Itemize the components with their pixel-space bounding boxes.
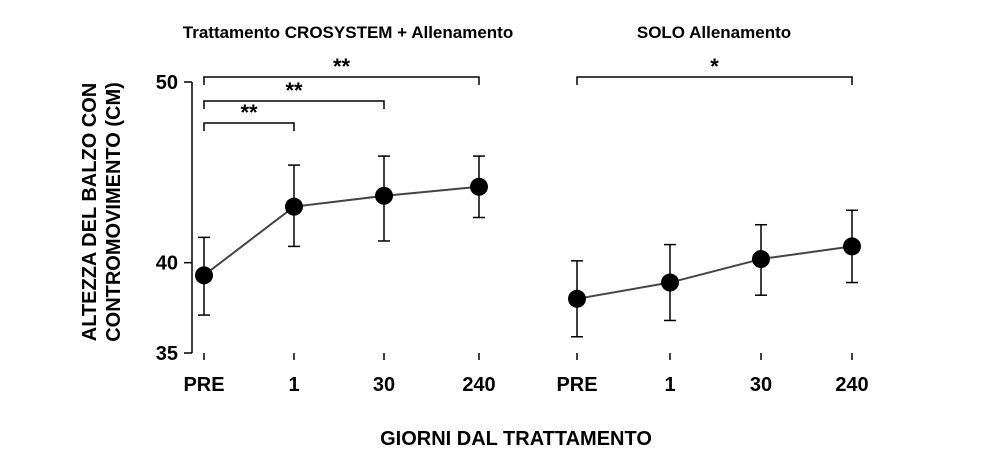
data-point [285,197,303,216]
significance-bracket [203,100,385,109]
y-axis-label-line-2: CONTROMOVIMENTO (CM) [103,82,125,342]
x-tick-label: 30 [373,374,395,396]
significance-bracket [576,76,853,85]
data-point [752,250,770,269]
series-line [576,245,853,300]
series-line [203,185,480,277]
data-point [375,186,393,205]
significance-bracket [203,76,480,85]
data-point [843,237,861,256]
significance-bracket [203,122,295,131]
panel-solo: PRE 1 30 240 * [556,54,868,396]
x-axis-label: GIORNI DAL TRATTAMENTO [380,428,652,450]
y-tick-label: 35 [156,343,178,365]
y-tick-label: 50 [156,72,178,94]
x-tick-label: PRE [556,374,597,396]
panel-crosystem: 35 40 50 PRE 1 30 240 ** ** ** [156,54,496,396]
left-panel-title: Trattamento CROSYSTEM + Allenamento [183,23,513,42]
significance-label: ** [285,78,303,103]
significance-label: ** [333,54,351,79]
x-tick-label: PRE [183,374,224,396]
significance-label: * [710,54,719,79]
data-point [195,266,213,285]
x-tick-label: 1 [664,374,675,396]
y-axis-label-line-1: ALTEZZA DEL BALZO CON [79,83,101,342]
right-panel-title: SOLO Allenamento [637,23,791,42]
x-tick-label: 240 [835,374,868,396]
y-tick-label: 40 [156,253,178,275]
significance-label: ** [240,100,258,125]
y-axis-label: ALTEZZA DEL BALZO CON CONTROMOVIMENTO (C… [79,82,125,342]
x-tick-label: 240 [462,374,495,396]
x-tick-label: 30 [750,374,772,396]
data-point [661,273,679,292]
data-point [568,289,586,308]
data-point [470,177,488,196]
x-tick-label: 1 [288,374,299,396]
